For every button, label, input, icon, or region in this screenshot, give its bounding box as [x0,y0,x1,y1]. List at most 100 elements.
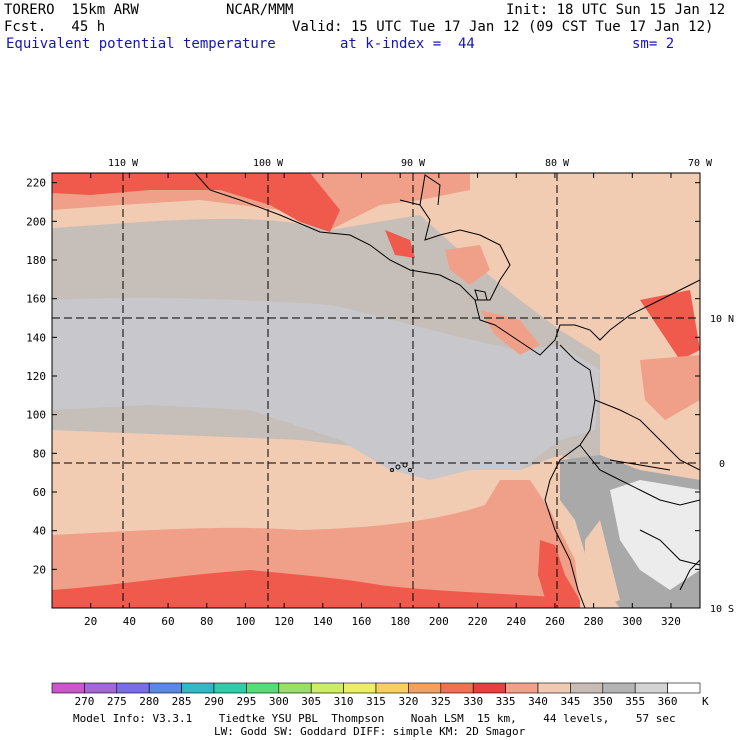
colorbar-swatch [116,682,150,694]
x-tick-label: 20 [84,615,97,628]
colorbar-swatch [408,682,442,694]
colorbar-swatch [310,682,344,694]
x-tick-label: 140 [313,615,333,628]
latitude-labels: 10 N 0 10 S [710,314,734,615]
longitude-label: 90 W [401,158,426,169]
colorbar-swatch [343,682,377,694]
smoothing-info: sm= 2 [632,36,675,52]
colorbar-swatch [440,682,474,694]
x-tick-label: 180 [390,615,410,628]
colorbar-label: 315 [366,695,386,708]
colorbar-label: 290 [204,695,224,708]
longitude-label: 70 W [688,158,713,169]
x-tick-label: 80 [200,615,213,628]
andes-tan [585,520,620,608]
latitude-label: 10 N [710,314,734,325]
costa-red [480,310,540,355]
colorbar-label: 280 [139,695,159,708]
band-red-south [52,570,580,608]
colorbar-swatch [148,682,182,694]
central-red [385,230,415,258]
init-time: Init: 18 UTC Sun 15 Jan 12 [506,2,726,18]
colorbar-label: 345 [560,695,580,708]
honduras-red [445,245,490,285]
colorbar-label: 355 [625,695,645,708]
y-tick-label: 80 [33,447,46,460]
x-tick-label: 160 [352,615,372,628]
colorbar-label: 320 [398,695,418,708]
colorbar-swatch [472,682,506,694]
x-tick-label: 320 [661,615,681,628]
colorbar-label: 300 [269,695,289,708]
y-tick-label: 160 [26,293,46,306]
colorbar-swatch [213,682,247,694]
x-tick-label: 240 [506,615,526,628]
sa-lightgray [610,480,700,590]
y-axis: 220 200 180 160 140 120 100 80 60 40 20 [26,177,700,576]
longitude-label: 100 W [253,158,284,169]
physics-info-line: LW: Godd SW: Goddard DIFF: simple KM: 2D… [214,725,526,738]
y-tick-label: 100 [26,409,46,422]
latitude-label: 10 S [710,604,734,615]
map-frame [51,172,701,609]
x-tick-label: 220 [468,615,488,628]
coastlines [194,173,700,608]
y-tick-label: 140 [26,331,46,344]
longitude-label: 110 W [108,158,139,169]
colorbar-label: 330 [463,695,483,708]
colorbar-label: 285 [172,695,192,708]
colorbar-label: 275 [107,695,127,708]
colorbar-label: 350 [593,695,613,708]
colorbar-label: 340 [528,695,548,708]
colorbar-label: 305 [301,695,321,708]
colorbar-label: 310 [334,695,354,708]
organization: NCAR/MMM [226,2,294,18]
x-tick-label: 100 [235,615,255,628]
y-tick-label: 40 [33,525,46,538]
colorbar-label: 335 [496,695,516,708]
field-name: Equivalent potential temperature [6,36,276,52]
x-tick-label: 280 [584,615,604,628]
colorbar-label: 360 [658,695,678,708]
colorbar-swatch [667,682,701,694]
colorbar-swatch [181,682,215,694]
theta-e-field [52,173,700,608]
model-info-line: Model Info: V3.3.1 Tiedtke YSU PBL Thomp… [73,712,676,725]
model-name: TORERO 15km ARW [4,2,139,18]
colorbar-label: 295 [236,695,256,708]
latitude-label: 0 [719,459,725,470]
longitude-labels: 110 W 100 W 90 W 80 W 70 W [108,158,713,169]
x-tick-label: 120 [274,615,294,628]
colorbar-swatch [375,682,409,694]
band-salmon-south [52,480,580,608]
y-tick-label: 200 [26,215,46,228]
band-red-coast [538,540,580,608]
colorbar-label: 270 [74,695,94,708]
y-tick-label: 20 [33,563,46,576]
colorbar-swatch [278,682,312,694]
amazon-salmon [640,355,700,420]
colorbar-swatch [602,682,636,694]
x-tick-label: 40 [123,615,136,628]
y-tick-label: 180 [26,254,46,267]
colorbar-swatch [570,682,604,694]
colorbar-swatch [51,682,85,694]
colorbar-swatch [634,682,668,694]
x-tick-label: 260 [545,615,565,628]
forecast-hour: Fcst. 45 h [4,19,106,35]
band-cool [52,297,600,480]
colorbar-swatch [84,682,118,694]
valid-time: Valid: 15 UTC Tue 17 Jan 12 (09 CST Tue … [292,19,714,35]
colombia-red [640,290,700,360]
y-tick-label: 60 [33,486,46,499]
y-tick-label: 220 [26,177,46,190]
graticule [52,173,700,608]
x-tick-label: 300 [622,615,642,628]
longitude-label: 80 W [545,158,570,169]
x-axis: 20 40 60 80 100 120 140 160 180 200 220 240 260 280 30… [84,173,681,628]
colorbar-label: 325 [431,695,451,708]
colorbar-swatch [537,682,571,694]
colorbar: 270 275 280 285 290 295 300 305 310 315 320 325 330 3… [51,682,709,708]
colorbar-swatch [246,682,280,694]
